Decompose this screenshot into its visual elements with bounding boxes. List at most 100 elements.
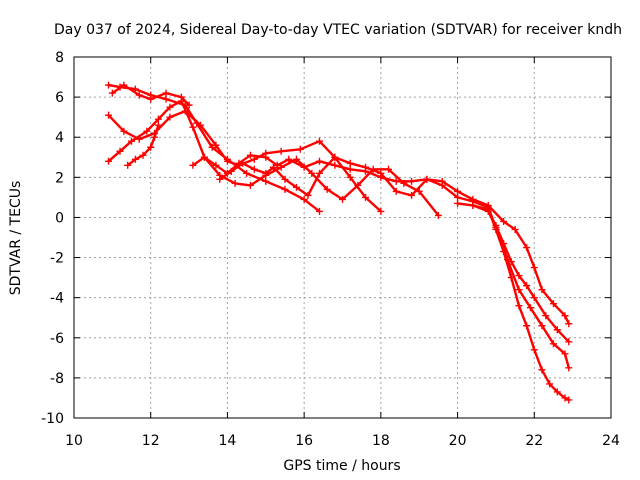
data-point: [346, 173, 354, 181]
data-point: [166, 103, 174, 111]
data-point: [362, 163, 370, 171]
x-tick-label: 16: [295, 433, 313, 449]
data-point: [507, 258, 515, 266]
data-point: [526, 304, 534, 312]
data-point: [542, 312, 550, 320]
y-tick-label: 0: [55, 210, 64, 226]
grid: [74, 57, 611, 418]
data-point: [200, 153, 208, 161]
data-point: [346, 165, 354, 173]
series-line: [107, 109, 383, 213]
data-point: [285, 155, 293, 163]
data-point: [105, 81, 113, 89]
data-point: [315, 137, 323, 145]
y-tick-label: 8: [55, 50, 64, 66]
data-point: [339, 195, 346, 203]
series-layer: [105, 81, 573, 404]
data-point: [292, 155, 300, 163]
data-point: [549, 340, 557, 348]
data-point: [469, 201, 477, 209]
data-point: [227, 167, 235, 175]
data-point: [120, 127, 128, 135]
data-point: [273, 161, 281, 169]
data-point: [308, 169, 316, 177]
data-point: [331, 153, 339, 161]
data-point: [300, 195, 308, 203]
data-point: [538, 322, 546, 330]
data-point: [269, 163, 277, 171]
data-point: [296, 145, 304, 153]
data-point: [469, 195, 477, 203]
data-point: [262, 169, 270, 177]
data-point: [166, 113, 174, 121]
data-point: [553, 326, 561, 334]
data-point: [208, 143, 216, 151]
data-point: [565, 320, 573, 328]
data-point: [546, 380, 554, 388]
data-point: [231, 179, 239, 187]
data-point: [507, 274, 515, 282]
data-point: [561, 312, 569, 320]
data-point: [538, 366, 546, 374]
y-tick-label: 4: [55, 130, 64, 146]
data-point: [281, 175, 289, 183]
data-point: [315, 157, 323, 165]
data-point: [185, 101, 193, 109]
data-point: [124, 161, 132, 169]
data-point: [484, 207, 492, 215]
data-point: [277, 163, 285, 171]
data-point: [135, 91, 143, 99]
data-point: [565, 396, 573, 404]
data-point: [346, 159, 354, 167]
data-point: [530, 294, 538, 302]
data-point: [561, 350, 569, 358]
data-point: [162, 95, 170, 103]
y-tick-label: -2: [50, 251, 64, 267]
series-track-9: [469, 201, 573, 346]
data-point: [538, 286, 546, 294]
series-track-8: [454, 199, 573, 404]
series-track-4: [108, 81, 193, 109]
data-point: [212, 161, 220, 169]
data-point: [177, 93, 185, 101]
data-point: [250, 165, 258, 173]
data-point: [523, 282, 531, 290]
data-point: [511, 225, 519, 233]
data-point: [565, 338, 573, 346]
data-point: [147, 95, 155, 103]
data-point: [216, 175, 224, 183]
y-axis-label: SDTVAR / TECUs: [8, 181, 24, 296]
data-point: [292, 183, 300, 191]
data-point: [553, 388, 561, 396]
series-line: [107, 83, 321, 213]
data-point: [515, 286, 523, 294]
data-point: [300, 163, 308, 171]
data-point: [139, 151, 147, 159]
data-point: [561, 394, 569, 402]
data-point: [530, 264, 538, 272]
data-point: [116, 147, 124, 155]
data-point: [408, 191, 416, 199]
series-line: [191, 154, 570, 370]
x-tick-label: 20: [449, 433, 467, 449]
data-point: [565, 364, 573, 372]
y-tick-label: 2: [55, 170, 64, 186]
data-point: [377, 169, 385, 177]
data-point: [143, 127, 151, 135]
data-point: [530, 346, 538, 354]
data-point: [362, 193, 370, 201]
data-point: [105, 111, 113, 119]
data-point: [212, 141, 220, 149]
data-point: [151, 133, 159, 141]
series-track-5: [124, 121, 162, 169]
x-tick-label: 10: [65, 433, 83, 449]
data-point: [262, 153, 270, 161]
data-point: [323, 185, 331, 193]
plot-frame: [73, 56, 612, 419]
data-point: [154, 121, 162, 129]
data-point: [246, 151, 254, 159]
data-point: [438, 177, 446, 185]
y-tick-label: 6: [55, 90, 64, 106]
data-point: [239, 159, 247, 167]
